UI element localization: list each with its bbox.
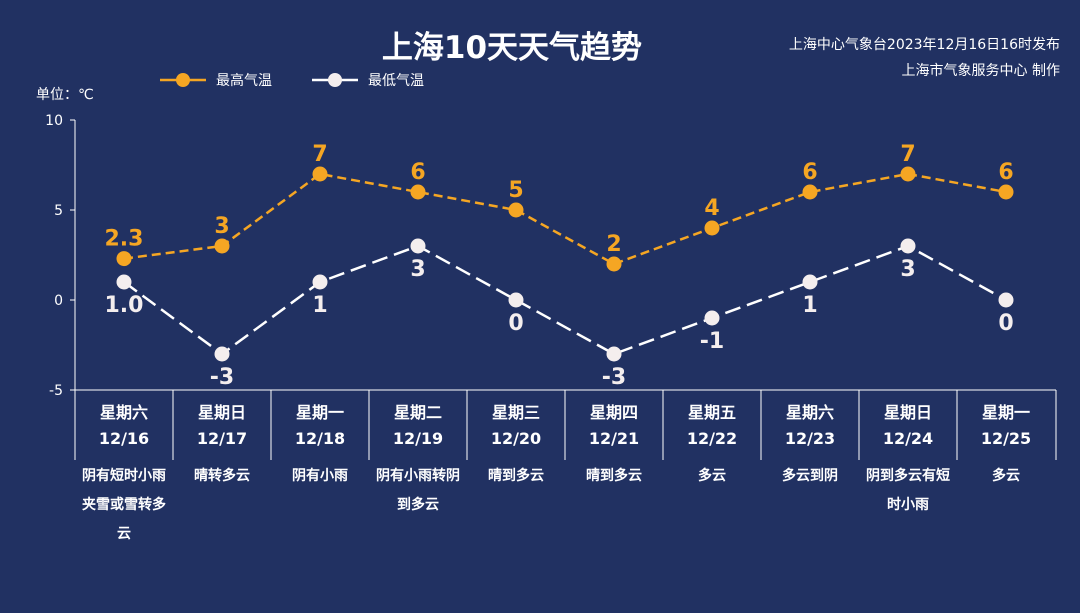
day-column: 星期日 12/17 晴转多云 bbox=[173, 396, 271, 491]
day-column: 星期五 12/22 多云 bbox=[663, 396, 761, 491]
day-column: 星期六 12/23 多云到阴 bbox=[761, 396, 859, 491]
low-temp-label: -1 bbox=[700, 329, 724, 354]
high-temp-label: 7 bbox=[900, 142, 915, 167]
low-temp-point bbox=[802, 274, 818, 290]
low-temp-label: -3 bbox=[602, 365, 626, 390]
weather-desc: 阴到多云有短时小雨 bbox=[866, 468, 950, 513]
date-label: 12/17 bbox=[196, 429, 248, 448]
day-column: 星期一 12/25 多云 bbox=[957, 396, 1055, 491]
high-temp-label: 2.3 bbox=[105, 227, 144, 252]
day-column: 星期四 12/21 晴到多云 bbox=[565, 396, 663, 491]
low-temp-point bbox=[704, 310, 720, 326]
high-temp-label: 6 bbox=[410, 160, 425, 185]
low-temp-point bbox=[410, 238, 426, 254]
date-label: 12/16 bbox=[98, 429, 150, 448]
high-temp-label: 3 bbox=[214, 214, 229, 239]
day-column: 星期六 12/16 阴有短时小雨夹雪或雪转多云 bbox=[75, 396, 173, 549]
high-temp-point bbox=[312, 166, 328, 182]
chart-title: 上海10天天气趋势 bbox=[381, 30, 643, 66]
high-temp-point bbox=[802, 184, 818, 200]
high-temp-point bbox=[410, 184, 426, 200]
low-temp-point bbox=[900, 238, 916, 254]
day-column: 星期三 12/20 晴到多云 bbox=[467, 396, 565, 491]
high-temp-line bbox=[123, 172, 1007, 266]
date-label: 12/23 bbox=[784, 429, 836, 448]
weekday-label: 星期三 bbox=[491, 403, 540, 422]
day-column: 星期二 12/19 阴有小雨转阴到多云 bbox=[369, 396, 467, 520]
issue-info: 上海中心气象台2023年12月16日16时发布 bbox=[788, 37, 1060, 53]
legend-high-marker bbox=[160, 73, 206, 87]
high-temp-point bbox=[116, 251, 132, 267]
legend-high-temp: 最高气温 bbox=[160, 70, 272, 90]
high-temp-label: 6 bbox=[998, 160, 1013, 185]
weekday-label: 星期二 bbox=[393, 403, 442, 422]
high-temp-point bbox=[606, 256, 622, 272]
low-temp-point bbox=[998, 292, 1014, 308]
high-temp-point bbox=[998, 184, 1014, 200]
high-temp-point bbox=[704, 220, 720, 236]
date-label: 12/18 bbox=[294, 429, 346, 448]
high-temp-label: 7 bbox=[312, 142, 327, 167]
weekday-label: 星期四 bbox=[589, 403, 638, 422]
low-temp-label: 1 bbox=[802, 293, 817, 318]
weather-desc: 阴有小雨 bbox=[292, 468, 348, 484]
low-temp-point bbox=[508, 292, 524, 308]
weekday-label: 星期日 bbox=[197, 403, 246, 422]
weather-desc: 阴有小雨转阴到多云 bbox=[376, 468, 460, 513]
date-label: 12/20 bbox=[490, 429, 542, 448]
low-temp-point bbox=[116, 274, 132, 290]
weather-desc: 多云 bbox=[698, 468, 726, 484]
high-temp-point bbox=[900, 166, 916, 182]
legend-low-label: 最低气温 bbox=[368, 73, 424, 89]
date-label: 12/22 bbox=[686, 429, 738, 448]
low-temp-point bbox=[606, 346, 622, 362]
high-temp-label: 4 bbox=[704, 196, 719, 221]
high-temp-label: 2 bbox=[606, 232, 621, 257]
day-column: 星期一 12/18 阴有小雨 bbox=[271, 396, 369, 491]
day-column: 星期日 12/24 阴到多云有短时小雨 bbox=[859, 396, 957, 520]
producer-info: 上海市气象服务中心 制作 bbox=[901, 63, 1060, 79]
legend-low-marker bbox=[312, 73, 358, 87]
low-temp-label: 3 bbox=[410, 257, 425, 282]
low-temp-line bbox=[123, 244, 1007, 356]
weekday-label: 星期六 bbox=[99, 403, 148, 422]
weekday-label: 星期一 bbox=[981, 403, 1030, 422]
low-temp-label: 3 bbox=[900, 257, 915, 282]
low-temp-label: 1 bbox=[312, 293, 327, 318]
low-temp-label: -3 bbox=[210, 365, 234, 390]
date-label: 12/25 bbox=[980, 429, 1032, 448]
weather-desc: 多云 bbox=[992, 468, 1020, 484]
weekday-label: 星期日 bbox=[883, 403, 932, 422]
date-label: 12/21 bbox=[588, 429, 640, 448]
weather-desc: 阴有短时小雨夹雪或雪转多云 bbox=[82, 468, 166, 542]
weather-desc: 晴到多云 bbox=[488, 468, 544, 484]
weekday-label: 星期六 bbox=[785, 403, 834, 422]
date-label: 12/24 bbox=[882, 429, 934, 448]
y-tick-label: -5 bbox=[49, 383, 63, 399]
high-temp-label: 6 bbox=[802, 160, 817, 185]
low-temp-label: 0 bbox=[998, 311, 1013, 336]
date-label: 12/19 bbox=[392, 429, 444, 448]
weather-desc: 晴到多云 bbox=[586, 468, 642, 484]
y-tick-label: 0 bbox=[54, 293, 63, 309]
weekday-label: 星期一 bbox=[295, 403, 344, 422]
legend-low-temp: 最低气温 bbox=[312, 70, 424, 90]
low-temp-point bbox=[214, 346, 230, 362]
legend-high-label: 最高气温 bbox=[216, 73, 272, 89]
unit-label: 单位：℃ bbox=[36, 87, 94, 103]
y-tick-label: 5 bbox=[54, 203, 63, 219]
low-temp-label: 0 bbox=[508, 311, 523, 336]
y-tick-label: 10 bbox=[45, 113, 63, 129]
low-temp-point bbox=[312, 274, 328, 290]
high-temp-point bbox=[508, 202, 524, 218]
high-temp-label: 5 bbox=[508, 178, 523, 203]
high-temp-point bbox=[214, 238, 230, 254]
weather-desc: 晴转多云 bbox=[194, 468, 250, 484]
weather-desc: 多云到阴 bbox=[782, 468, 838, 484]
low-temp-label: 1.0 bbox=[105, 293, 144, 318]
weekday-label: 星期五 bbox=[687, 403, 736, 422]
